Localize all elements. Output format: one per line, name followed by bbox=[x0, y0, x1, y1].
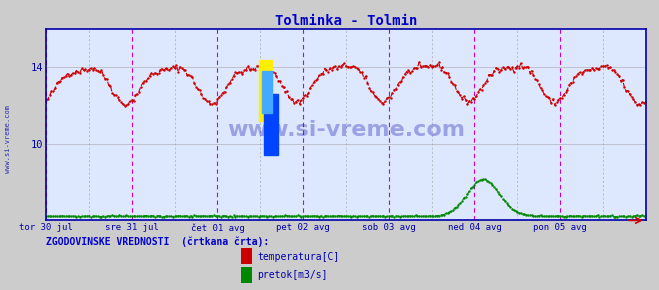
Title: Tolminka - Tolmin: Tolminka - Tolmin bbox=[275, 14, 417, 28]
Bar bbox=[262, 71, 272, 113]
Text: www.si-vreme.com: www.si-vreme.com bbox=[5, 105, 11, 173]
Text: pretok[m3/s]: pretok[m3/s] bbox=[257, 271, 328, 280]
Bar bbox=[264, 94, 277, 155]
Text: www.si-vreme.com: www.si-vreme.com bbox=[227, 120, 465, 140]
Bar bbox=[259, 60, 272, 121]
Text: temperatura[C]: temperatura[C] bbox=[257, 252, 339, 262]
Text: ZGODOVINSKE VREDNOSTI  (črtkana črta):: ZGODOVINSKE VREDNOSTI (črtkana črta): bbox=[46, 237, 270, 247]
